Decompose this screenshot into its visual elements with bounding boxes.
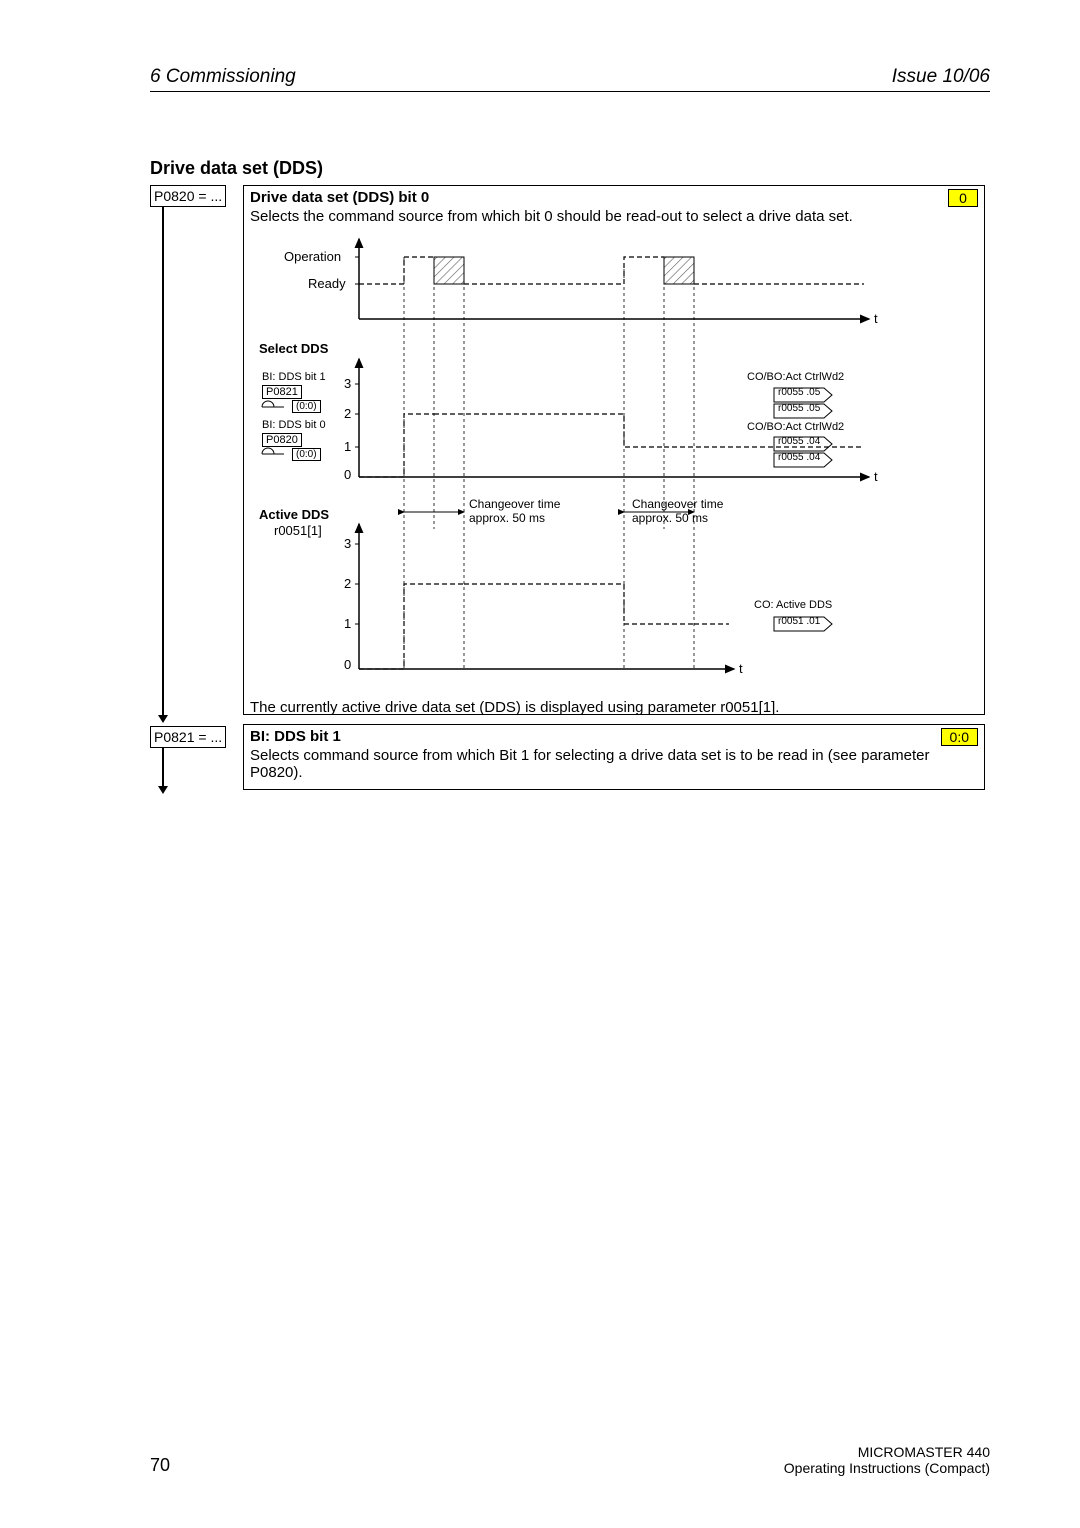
- tick-0: 0: [344, 467, 351, 482]
- select-dds-label: Select DDS: [259, 341, 328, 356]
- tick3-3: 3: [344, 536, 351, 551]
- ready-label: Ready: [308, 276, 346, 291]
- arrow-icon: [158, 715, 168, 723]
- r0051-01: r0051 .01: [778, 616, 820, 627]
- t-label-2: t: [874, 469, 878, 484]
- page-footer: 70 MICROMASTER 440 Operating Instruction…: [150, 1444, 990, 1476]
- box2-desc: Selects command source from which Bit 1 …: [244, 746, 984, 785]
- page-header: 6 Commissioning Issue 10/06: [150, 66, 990, 92]
- tick-3: 3: [344, 376, 351, 391]
- changeover-2: Changeover time approx. 50 ms: [632, 497, 752, 525]
- issue-label: Issue 10/06: [892, 66, 990, 88]
- r0051-sub: r0051[1]: [274, 523, 322, 538]
- co-bo-1: CO/BO:Act CtrlWd2: [747, 371, 844, 383]
- tick-2: 2: [344, 406, 351, 421]
- dds-bit1-box: BI: DDS bit 1 0:0 Selects command source…: [243, 724, 985, 790]
- r0055-05a: r0055 .05: [778, 387, 820, 398]
- param-p0820: P0820 = ...: [150, 185, 226, 207]
- box1-desc: Selects the command source from which bi…: [244, 207, 984, 229]
- param-p0821: P0821 = ...: [150, 726, 226, 748]
- co-bo-2: CO/BO:Act CtrlWd2: [747, 421, 844, 433]
- tick3-0: 0: [344, 657, 351, 672]
- tick3-2: 2: [344, 576, 351, 591]
- box1-note: The currently active drive data set (DDS…: [244, 699, 984, 720]
- badge-00: 0:0: [941, 728, 978, 746]
- product-name: MICROMASTER 440: [784, 1444, 990, 1460]
- bi-bit1-label: BI: DDS bit 1: [262, 371, 326, 383]
- operation-label: Operation: [284, 249, 341, 264]
- p0821-box: P0821: [262, 385, 302, 399]
- badge-0: 0: [948, 189, 978, 207]
- tick-1: 1: [344, 439, 351, 454]
- r0055-04b: r0055 .04: [778, 452, 820, 463]
- box2-title: BI: DDS bit 1: [250, 728, 341, 746]
- dds-bit0-box: Drive data set (DDS) bit 0 0 Selects the…: [243, 185, 985, 715]
- val00-1: (0:0): [292, 400, 321, 413]
- changeover-1: Changeover time approx. 50 ms: [469, 497, 589, 525]
- timing-diagram: Operation Ready t Select DDS BI: DDS bit…: [244, 229, 984, 699]
- active-dds-label: Active DDS: [259, 507, 329, 522]
- diagram-svg: [244, 229, 984, 699]
- t-label-1: t: [874, 311, 878, 326]
- co-active: CO: Active DDS: [754, 599, 832, 611]
- r0055-04a: r0055 .04: [778, 436, 820, 447]
- r0055-05b: r0055 .05: [778, 403, 820, 414]
- p0820-box: P0820: [262, 433, 302, 447]
- flow-column: P0820 = ... P0821 = ...: [150, 185, 238, 794]
- val00-2: (0:0): [292, 448, 321, 461]
- arrow-icon: [158, 786, 168, 794]
- bi-bit0-label: BI: DDS bit 0: [262, 419, 326, 431]
- box1-title: Drive data set (DDS) bit 0: [250, 189, 429, 207]
- chapter-title: 6 Commissioning: [150, 66, 296, 88]
- doc-name: Operating Instructions (Compact): [784, 1460, 990, 1476]
- tick3-1: 1: [344, 616, 351, 631]
- page-number: 70: [150, 1455, 170, 1476]
- t-label-3: t: [739, 661, 743, 676]
- section-title: Drive data set (DDS): [150, 158, 323, 179]
